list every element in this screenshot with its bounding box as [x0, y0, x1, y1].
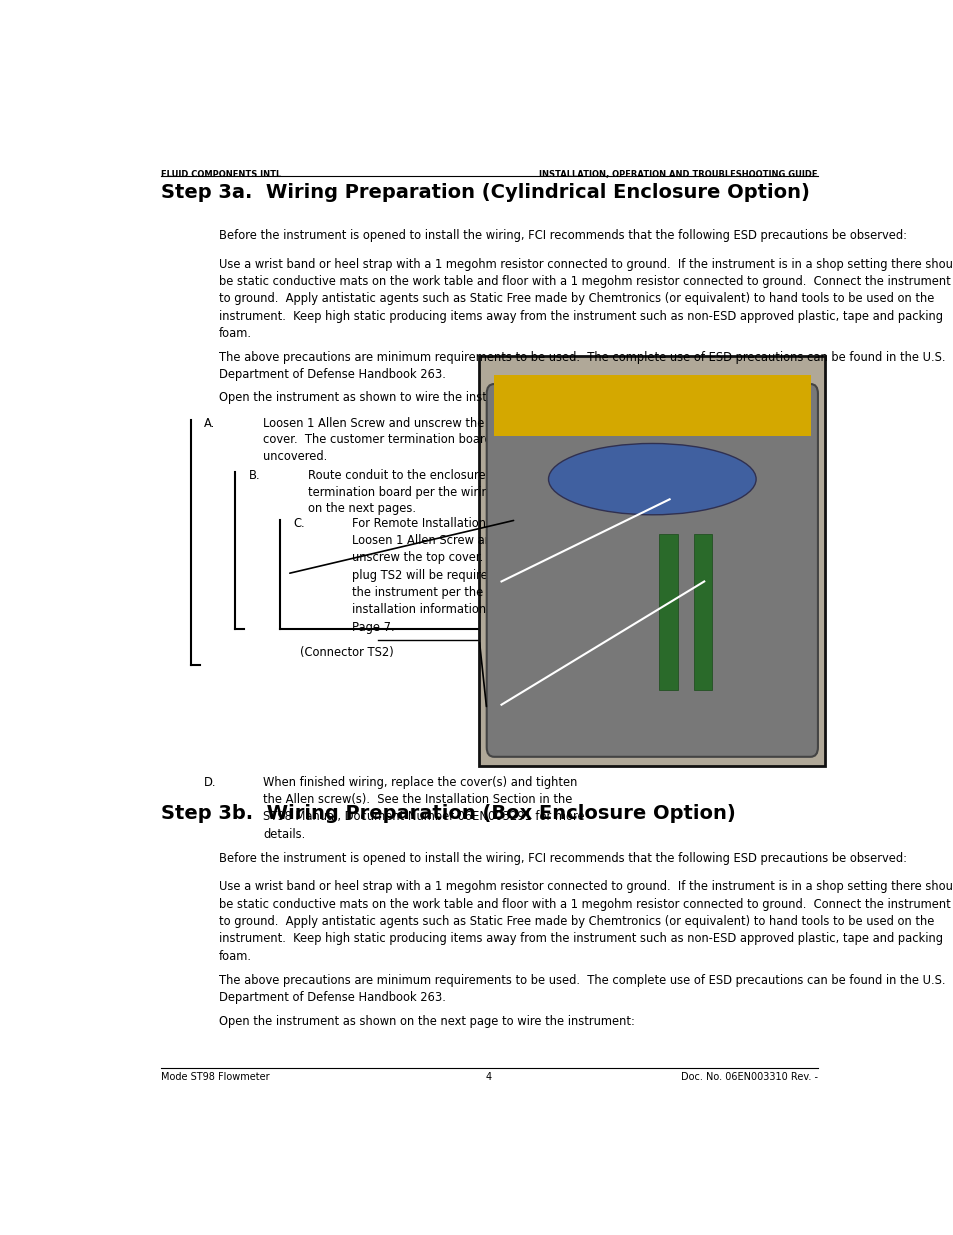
Text: Route conduit to the enclosure.  Wire the
termination board per the wiring infor: Route conduit to the enclosure. Wire the…: [308, 469, 565, 515]
Text: When finished wiring, replace the cover(s) and tighten: When finished wiring, replace the cover(…: [263, 776, 578, 789]
FancyBboxPatch shape: [486, 384, 817, 757]
Text: C.: C.: [293, 516, 304, 530]
Text: the Allen screw(s).  See the Installation Section in the: the Allen screw(s). See the Installation…: [263, 793, 572, 806]
Text: Department of Defense Handbook 263.: Department of Defense Handbook 263.: [219, 368, 445, 382]
Text: Loosen 1 Allen Screw and: Loosen 1 Allen Screw and: [352, 534, 498, 547]
Text: instrument.  Keep high static producing items away from the instrument such as n: instrument. Keep high static producing i…: [219, 932, 943, 946]
Text: to ground.  Apply antistatic agents such as Static Free made by Chemtronics (or : to ground. Apply antistatic agents such …: [219, 293, 933, 305]
Text: details.: details.: [263, 827, 305, 841]
Text: instrument.  Keep high static producing items away from the instrument such as n: instrument. Keep high static producing i…: [219, 310, 943, 322]
Text: 4: 4: [485, 1072, 492, 1082]
Text: ST98 Manual, Document Number 06EN003291 for more: ST98 Manual, Document Number 06EN003291 …: [263, 810, 584, 824]
Text: to ground.  Apply antistatic agents such as Static Free made by Chemtronics (or : to ground. Apply antistatic agents such …: [219, 915, 933, 927]
Text: be static conductive mats on the work table and floor with a 1 megohm resistor c: be static conductive mats on the work ta…: [219, 275, 950, 288]
Bar: [659, 534, 677, 690]
Text: Department of Defense Handbook 263.: Department of Defense Handbook 263.: [219, 990, 445, 1004]
Text: Mode ST98 Flowmeter: Mode ST98 Flowmeter: [161, 1072, 270, 1082]
Text: Use a wrist band or heel strap with a 1 megohm resistor connected to ground.  If: Use a wrist band or heel strap with a 1 …: [219, 258, 953, 270]
Text: Doc. No. 06EN003310 Rev. -: Doc. No. 06EN003310 Rev. -: [680, 1072, 817, 1082]
Text: FLUID COMPONENTS INTL: FLUID COMPONENTS INTL: [161, 170, 281, 179]
Bar: [494, 374, 810, 436]
Text: installation information on the: installation information on the: [352, 604, 526, 616]
Text: The above precautions are minimum requirements to be used.  The complete use of : The above precautions are minimum requir…: [219, 351, 944, 364]
Text: be static conductive mats on the work table and floor with a 1 megohm resistor c: be static conductive mats on the work ta…: [219, 898, 950, 910]
Text: B.: B.: [249, 469, 260, 482]
Text: INSTALLATION, OPERATION AND TROUBLESHOOTING GUIDE: INSTALLATION, OPERATION AND TROUBLESHOOT…: [538, 170, 817, 179]
Text: Step 3b.  Wiring Preparation (Box Enclosure Option): Step 3b. Wiring Preparation (Box Enclosu…: [161, 804, 736, 824]
Text: foam.: foam.: [219, 327, 252, 340]
Text: the instrument per the remote: the instrument per the remote: [352, 587, 528, 599]
Text: unscrew the top cover.  Access to: unscrew the top cover. Access to: [352, 551, 545, 564]
Text: Before the instrument is opened to install the wiring, FCI recommends that the f: Before the instrument is opened to insta…: [219, 228, 906, 242]
Ellipse shape: [548, 443, 756, 515]
Bar: [693, 534, 712, 690]
Text: The above precautions are minimum requirements to be used.  The complete use of : The above precautions are minimum requir…: [219, 973, 944, 987]
Text: D.: D.: [204, 776, 216, 789]
Text: (Connector TS2): (Connector TS2): [300, 646, 394, 658]
Bar: [478, 356, 824, 766]
Text: Loosen 1 Allen Screw and unscrew the bottom
cover.  The customer termination boa: Loosen 1 Allen Screw and unscrew the bot…: [263, 417, 530, 463]
Text: Step 3a.  Wiring Preparation (Cylindrical Enclosure Option): Step 3a. Wiring Preparation (Cylindrical…: [161, 183, 809, 203]
Text: Page 7.: Page 7.: [352, 621, 395, 634]
Text: plug TS2 will be required to wire: plug TS2 will be required to wire: [352, 569, 537, 582]
Text: For Remote Installations Only:: For Remote Installations Only:: [352, 516, 524, 530]
Text: Open the instrument as shown to wire the instrument:: Open the instrument as shown to wire the…: [219, 391, 533, 404]
Text: Use a wrist band or heel strap with a 1 megohm resistor connected to ground.  If: Use a wrist band or heel strap with a 1 …: [219, 881, 953, 893]
Text: foam.: foam.: [219, 950, 252, 963]
Text: Open the instrument as shown on the next page to wire the instrument:: Open the instrument as shown on the next…: [219, 1015, 635, 1028]
Text: Before the instrument is opened to install the wiring, FCI recommends that the f: Before the instrument is opened to insta…: [219, 852, 906, 864]
Text: A.: A.: [204, 417, 215, 430]
